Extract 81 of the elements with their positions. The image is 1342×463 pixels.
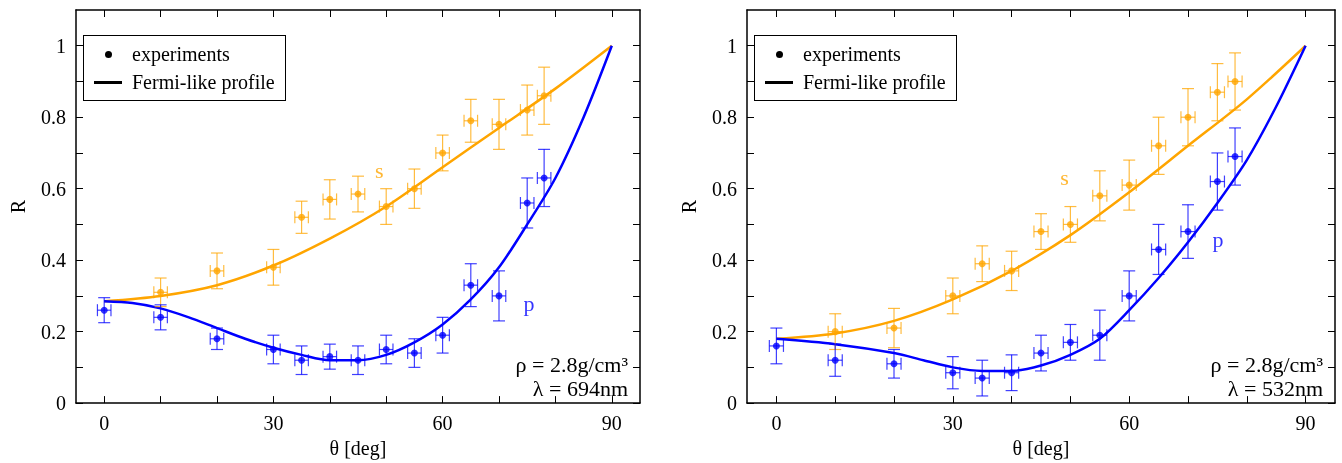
point <box>1184 228 1192 236</box>
point <box>1008 369 1016 377</box>
y-tick-label: 0.4 <box>712 249 737 272</box>
y-tick-label: 0.6 <box>712 177 737 200</box>
point <box>410 349 418 357</box>
annotation: ρ = 2.8g/cm³ <box>1210 351 1324 377</box>
point <box>890 360 898 368</box>
point <box>354 356 362 364</box>
point <box>1125 292 1133 300</box>
point <box>382 203 390 211</box>
point <box>1096 192 1104 200</box>
point <box>949 369 957 377</box>
y-tick-label: 0.8 <box>41 106 66 129</box>
x-tick-label: 0 <box>99 412 110 435</box>
point <box>1213 88 1221 96</box>
point <box>1066 220 1074 228</box>
annotation: experiments <box>132 42 230 68</box>
y-tick-label: 1 <box>56 34 66 57</box>
point <box>1096 331 1104 339</box>
y-axis-title: R <box>678 199 700 214</box>
x-tick-label: 0 <box>771 412 782 435</box>
y-axis-title: R <box>7 199 29 214</box>
point <box>326 195 334 203</box>
annotation: experiments <box>803 42 901 68</box>
x-tick-label: 30 <box>942 412 963 435</box>
x-tick-label: 90 <box>1295 412 1316 435</box>
series-label: s <box>374 157 384 183</box>
point <box>1155 245 1163 253</box>
point <box>269 263 277 271</box>
annotation: Fermi-like profile <box>132 70 275 96</box>
point <box>410 185 418 193</box>
y-tick-label: 0.2 <box>712 320 737 343</box>
point <box>772 342 780 350</box>
point <box>100 306 108 314</box>
point <box>1037 228 1045 236</box>
series-label: s <box>1060 164 1069 190</box>
point <box>1231 153 1239 161</box>
point <box>213 335 221 343</box>
point <box>1184 113 1192 121</box>
point <box>523 106 531 114</box>
point <box>1231 77 1239 85</box>
y-tick-label: 0.2 <box>41 320 66 343</box>
series-label: p <box>523 290 535 316</box>
point <box>1008 267 1016 275</box>
point <box>467 117 475 125</box>
point <box>1125 181 1133 189</box>
y-tick-label: 0 <box>56 392 66 415</box>
point <box>467 281 475 289</box>
y-tick-label: 0.8 <box>712 106 737 129</box>
annotation: Fermi-like profile <box>803 70 946 96</box>
point <box>439 149 447 157</box>
point <box>523 199 531 207</box>
point <box>831 356 839 364</box>
x-tick-label: 60 <box>1119 412 1140 435</box>
series-label: p <box>1212 226 1224 252</box>
x-tick-label: 90 <box>601 412 622 435</box>
point <box>382 346 390 353</box>
point <box>298 213 306 221</box>
y-tick-label: 0.4 <box>41 249 66 272</box>
y-tick-label: 1 <box>727 34 737 57</box>
x-tick-label: 30 <box>263 412 284 435</box>
x-axis-title: θ [deg] <box>1012 437 1070 460</box>
point <box>949 292 957 300</box>
point <box>1213 178 1221 186</box>
point <box>831 328 839 336</box>
point <box>269 346 277 353</box>
x-tick-label: 60 <box>432 412 453 435</box>
x-axis-title: θ [deg] <box>329 437 387 460</box>
point <box>495 120 503 128</box>
y-tick-label: 0.6 <box>41 177 66 200</box>
point <box>1155 142 1163 150</box>
point <box>157 288 165 296</box>
point <box>439 331 447 339</box>
point <box>1066 338 1074 346</box>
point <box>298 356 306 364</box>
y-tick-label: 0 <box>727 392 737 415</box>
point <box>978 374 986 382</box>
annotation: ρ = 2.8g/cm³ <box>515 351 629 377</box>
point <box>157 313 165 321</box>
point <box>540 92 548 100</box>
point <box>978 260 986 268</box>
